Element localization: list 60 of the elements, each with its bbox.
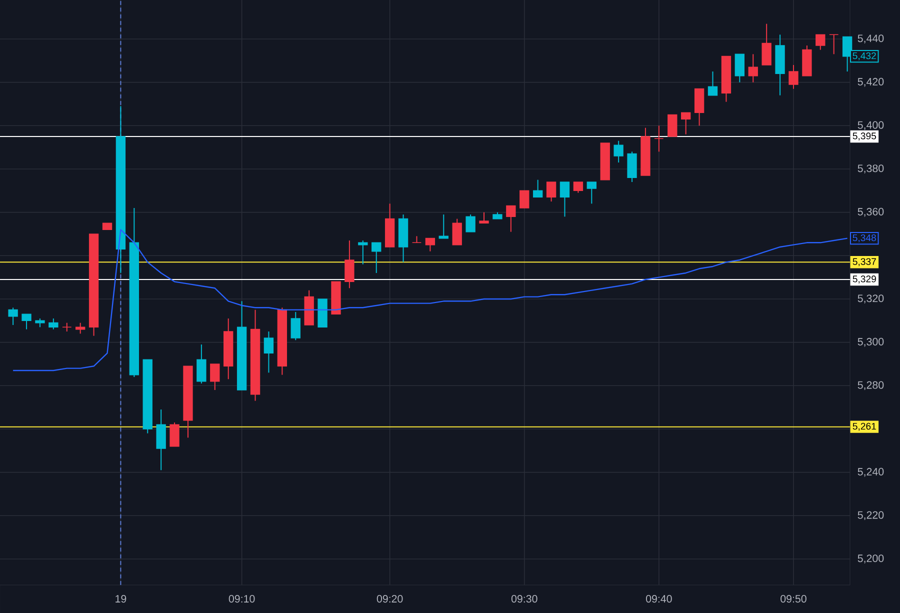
candlestick [372,242,382,274]
candlestick [546,181,556,202]
candlestick [425,238,436,252]
candlestick [412,236,422,244]
ref-line-label: 5,337 [852,258,876,266]
candlestick [708,70,718,96]
candlestick [573,181,584,194]
candlestick [532,179,543,198]
candlestick [62,322,72,332]
x-tick-label: 09:20 [376,595,403,603]
y-tick-label: 5,200 [858,554,884,564]
candlestick [290,311,300,341]
candlestick [264,330,274,374]
x-tick-label: 09:30 [511,595,538,603]
candlestick [48,318,58,330]
candlestick [466,214,476,232]
candlestick [586,181,596,204]
y-tick-label: 5,420 [858,78,884,87]
x-tick-label: 09:40 [646,595,672,603]
candlestick [748,54,758,83]
candlestick [560,181,570,218]
ref-line-label: 5,329 [852,276,876,284]
y-tick-label: 5,220 [858,511,884,520]
candlestick [520,190,530,208]
ref-line-label: 5,395 [852,132,876,140]
x-tick-label: 19 [116,595,126,603]
y-tick-label: 5,280 [858,381,884,390]
candlestick [506,205,516,232]
annotation: 5,432 [852,52,876,60]
candlestick [627,151,637,182]
candlestick [479,212,489,224]
candlestick [22,314,32,330]
candlestick [694,88,704,126]
candlestick [829,34,839,55]
candlestick [344,240,354,289]
candlestick [788,64,798,90]
y-tick-label: 5,380 [858,164,884,174]
candlestick [668,114,678,137]
x-tick-label: 09:50 [780,595,806,603]
y-tick-label: 5,300 [858,338,884,347]
ref-line-label: 5,261 [852,422,876,431]
y-tick-label: 5,360 [858,208,884,217]
y-tick-label: 5,240 [858,468,884,477]
candlestick [734,54,745,83]
x-tick-label: 09:10 [228,595,255,603]
y-tick-label: 5,400 [858,121,884,130]
candlestick [762,23,772,66]
y-tick-label: 5,320 [858,294,884,304]
candlestick [614,140,624,163]
candlestick [210,363,220,390]
candlestick [196,344,206,384]
y-tick-label: 5,440 [858,34,884,44]
candlestick [452,218,462,246]
candlestick [170,422,180,447]
candlestick [654,125,664,152]
candlestick [681,112,691,135]
candlestick [8,307,18,326]
annotation: 5,348 [852,234,876,242]
candlestick [816,34,826,50]
candlestick [156,408,166,471]
